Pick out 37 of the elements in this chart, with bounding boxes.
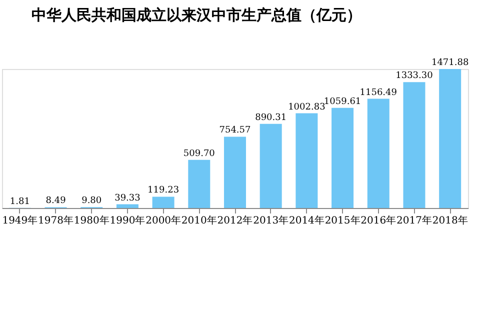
bar xyxy=(296,113,318,208)
x-tick-label: 2016年 xyxy=(360,214,396,226)
data-label: 890.31 xyxy=(255,112,287,123)
x-tick-label: 1949年 xyxy=(2,214,38,226)
x-tick-label: 2013年 xyxy=(253,214,289,226)
data-label: 1471.88 xyxy=(431,58,469,68)
data-label: 1156.49 xyxy=(360,88,398,98)
bar xyxy=(332,108,354,208)
chart-title: 中华人民共和国成立以来汉中市生产总值（亿元） xyxy=(32,6,362,24)
data-label: 119.23 xyxy=(148,186,180,196)
x-tick-label: 2017年 xyxy=(396,214,432,226)
data-label: 39.33 xyxy=(114,193,141,204)
data-label: 1059.61 xyxy=(324,96,362,107)
x-tick-label: 2012年 xyxy=(217,214,253,226)
bar xyxy=(116,204,138,208)
x-tick-label: 2000年 xyxy=(146,214,182,226)
x-tick-label: 2010年 xyxy=(181,214,217,226)
data-label: 754.57 xyxy=(219,126,252,136)
data-label: 1.81 xyxy=(10,196,30,207)
bar xyxy=(367,98,390,208)
x-tick-label: 2015年 xyxy=(324,214,360,226)
bar xyxy=(152,196,174,208)
x-tick-label: 2018年 xyxy=(432,214,468,226)
data-label: 8.49 xyxy=(46,196,66,206)
bar xyxy=(188,160,210,208)
bar xyxy=(439,69,462,208)
data-label: 509.70 xyxy=(183,148,216,159)
x-tick-label: 1978年 xyxy=(38,214,74,226)
data-label: 9.80 xyxy=(82,196,102,206)
data-label: 1002.83 xyxy=(288,102,326,112)
x-tick-label: 1980年 xyxy=(74,214,110,226)
x-tick-label: 1990年 xyxy=(110,214,146,226)
x-tick-label: 2014年 xyxy=(288,214,324,226)
bar xyxy=(224,136,246,208)
bar xyxy=(260,124,282,208)
data-label: 1333.30 xyxy=(396,71,434,82)
bar xyxy=(403,82,426,208)
